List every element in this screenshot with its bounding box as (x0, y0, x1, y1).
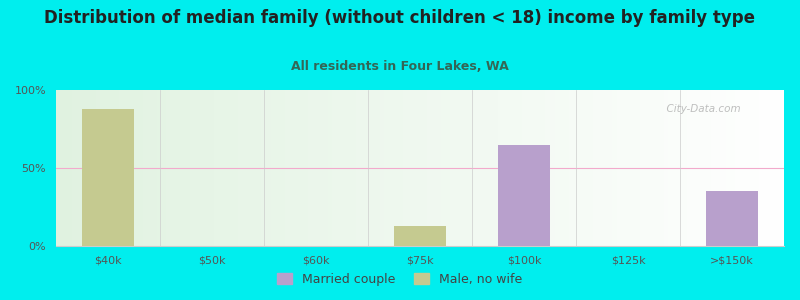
Text: All residents in Four Lakes, WA: All residents in Four Lakes, WA (291, 60, 509, 73)
Bar (498, 145, 550, 246)
Legend: Married couple, Male, no wife: Married couple, Male, no wife (272, 268, 528, 291)
Text: Distribution of median family (without children < 18) income by family type: Distribution of median family (without c… (45, 9, 755, 27)
Bar (394, 226, 446, 246)
Bar (82, 109, 134, 246)
Bar (706, 191, 758, 246)
Text: City-Data.com: City-Data.com (660, 104, 741, 114)
